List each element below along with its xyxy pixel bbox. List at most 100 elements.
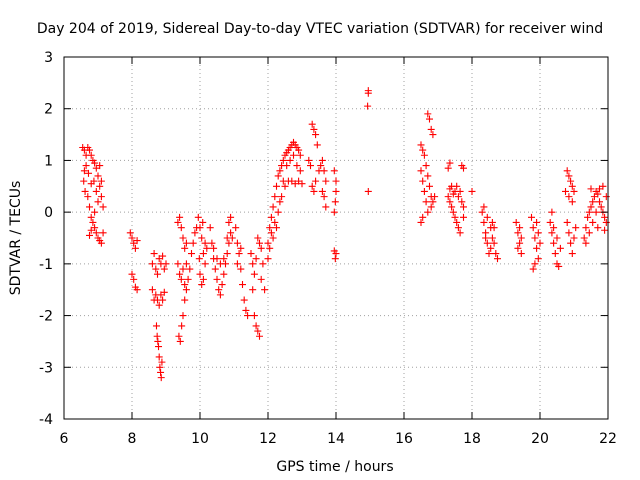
data-point bbox=[269, 234, 277, 242]
y-tick-label: -1 bbox=[39, 257, 53, 273]
data-point bbox=[195, 255, 203, 263]
data-point bbox=[431, 193, 439, 201]
data-point bbox=[587, 185, 595, 193]
data-point bbox=[568, 198, 576, 206]
data-point bbox=[176, 213, 184, 221]
data-point bbox=[580, 234, 588, 242]
data-point bbox=[310, 187, 318, 195]
data-point bbox=[490, 239, 498, 247]
data-point bbox=[182, 286, 190, 294]
data-point bbox=[295, 146, 303, 154]
data-point bbox=[256, 332, 263, 340]
x-tick-label: 6 bbox=[60, 431, 69, 447]
data-point bbox=[422, 162, 430, 170]
data-point bbox=[332, 187, 340, 195]
data-point bbox=[551, 250, 559, 258]
data-point bbox=[514, 244, 522, 252]
data-point bbox=[97, 239, 105, 247]
data-point bbox=[599, 182, 607, 190]
x-tick-label: 14 bbox=[327, 431, 345, 447]
data-point bbox=[298, 180, 306, 188]
data-point bbox=[152, 265, 160, 273]
data-point bbox=[201, 260, 209, 268]
data-point bbox=[307, 162, 314, 170]
data-point bbox=[487, 244, 495, 252]
data-point bbox=[548, 229, 556, 237]
data-point bbox=[252, 322, 260, 330]
data-point bbox=[182, 260, 190, 268]
data-point bbox=[283, 162, 291, 170]
y-tick-label: -2 bbox=[39, 309, 53, 325]
data-point bbox=[210, 244, 218, 252]
data-point bbox=[572, 224, 580, 232]
data-point bbox=[188, 250, 195, 258]
data-point bbox=[429, 198, 437, 206]
data-point bbox=[215, 286, 223, 294]
data-point bbox=[225, 218, 233, 226]
y-tick-label: 3 bbox=[44, 50, 53, 66]
data-point bbox=[565, 193, 573, 201]
data-point bbox=[480, 203, 488, 211]
y-tick-label: 2 bbox=[44, 102, 53, 118]
data-point bbox=[279, 177, 287, 185]
data-point bbox=[264, 239, 272, 247]
data-point bbox=[446, 159, 454, 167]
x-tick-label: 12 bbox=[259, 431, 277, 447]
data-point bbox=[156, 363, 164, 371]
data-point bbox=[585, 229, 593, 237]
data-point bbox=[87, 213, 95, 221]
data-point bbox=[550, 239, 558, 247]
data-point bbox=[429, 131, 437, 139]
data-point bbox=[420, 187, 428, 195]
data-point bbox=[594, 224, 602, 232]
data-point bbox=[266, 244, 274, 252]
data-point bbox=[417, 167, 425, 175]
x-tick-label: 16 bbox=[395, 431, 413, 447]
data-point bbox=[454, 193, 462, 201]
data-point bbox=[536, 239, 544, 247]
data-point bbox=[154, 270, 161, 278]
data-point bbox=[174, 260, 182, 268]
data-point bbox=[99, 229, 107, 237]
data-point bbox=[96, 182, 104, 190]
data-point bbox=[89, 218, 97, 226]
data-point bbox=[533, 218, 541, 226]
data-point bbox=[596, 198, 603, 206]
data-point bbox=[456, 187, 464, 195]
data-point bbox=[130, 275, 138, 283]
data-point bbox=[482, 234, 490, 242]
data-point bbox=[94, 172, 102, 180]
data-point bbox=[548, 208, 556, 216]
data-point bbox=[208, 239, 216, 247]
data-point bbox=[478, 208, 486, 216]
data-point bbox=[601, 226, 609, 234]
y-tick-label: -3 bbox=[39, 360, 53, 376]
data-point bbox=[565, 172, 573, 180]
data-point bbox=[528, 213, 535, 221]
data-point bbox=[290, 151, 297, 159]
data-point bbox=[427, 125, 435, 133]
data-point bbox=[228, 234, 236, 242]
data-point bbox=[453, 182, 461, 190]
data-point bbox=[417, 218, 425, 226]
data-point bbox=[563, 167, 571, 175]
data-point bbox=[211, 265, 219, 273]
data-point bbox=[417, 141, 425, 149]
data-point bbox=[453, 218, 461, 226]
data-point bbox=[216, 260, 224, 268]
data-point bbox=[158, 358, 166, 366]
data-point bbox=[293, 162, 301, 170]
data-point bbox=[546, 218, 554, 226]
grid-lines bbox=[64, 57, 608, 419]
data-point bbox=[601, 213, 609, 221]
data-point bbox=[281, 182, 289, 190]
data-point bbox=[128, 234, 136, 242]
data-point bbox=[271, 218, 279, 226]
data-point bbox=[567, 177, 575, 185]
data-point bbox=[517, 250, 525, 258]
data-point bbox=[562, 187, 569, 195]
data-point bbox=[237, 265, 245, 273]
data-point bbox=[602, 218, 610, 226]
data-point bbox=[196, 224, 204, 232]
data-point bbox=[259, 260, 267, 268]
